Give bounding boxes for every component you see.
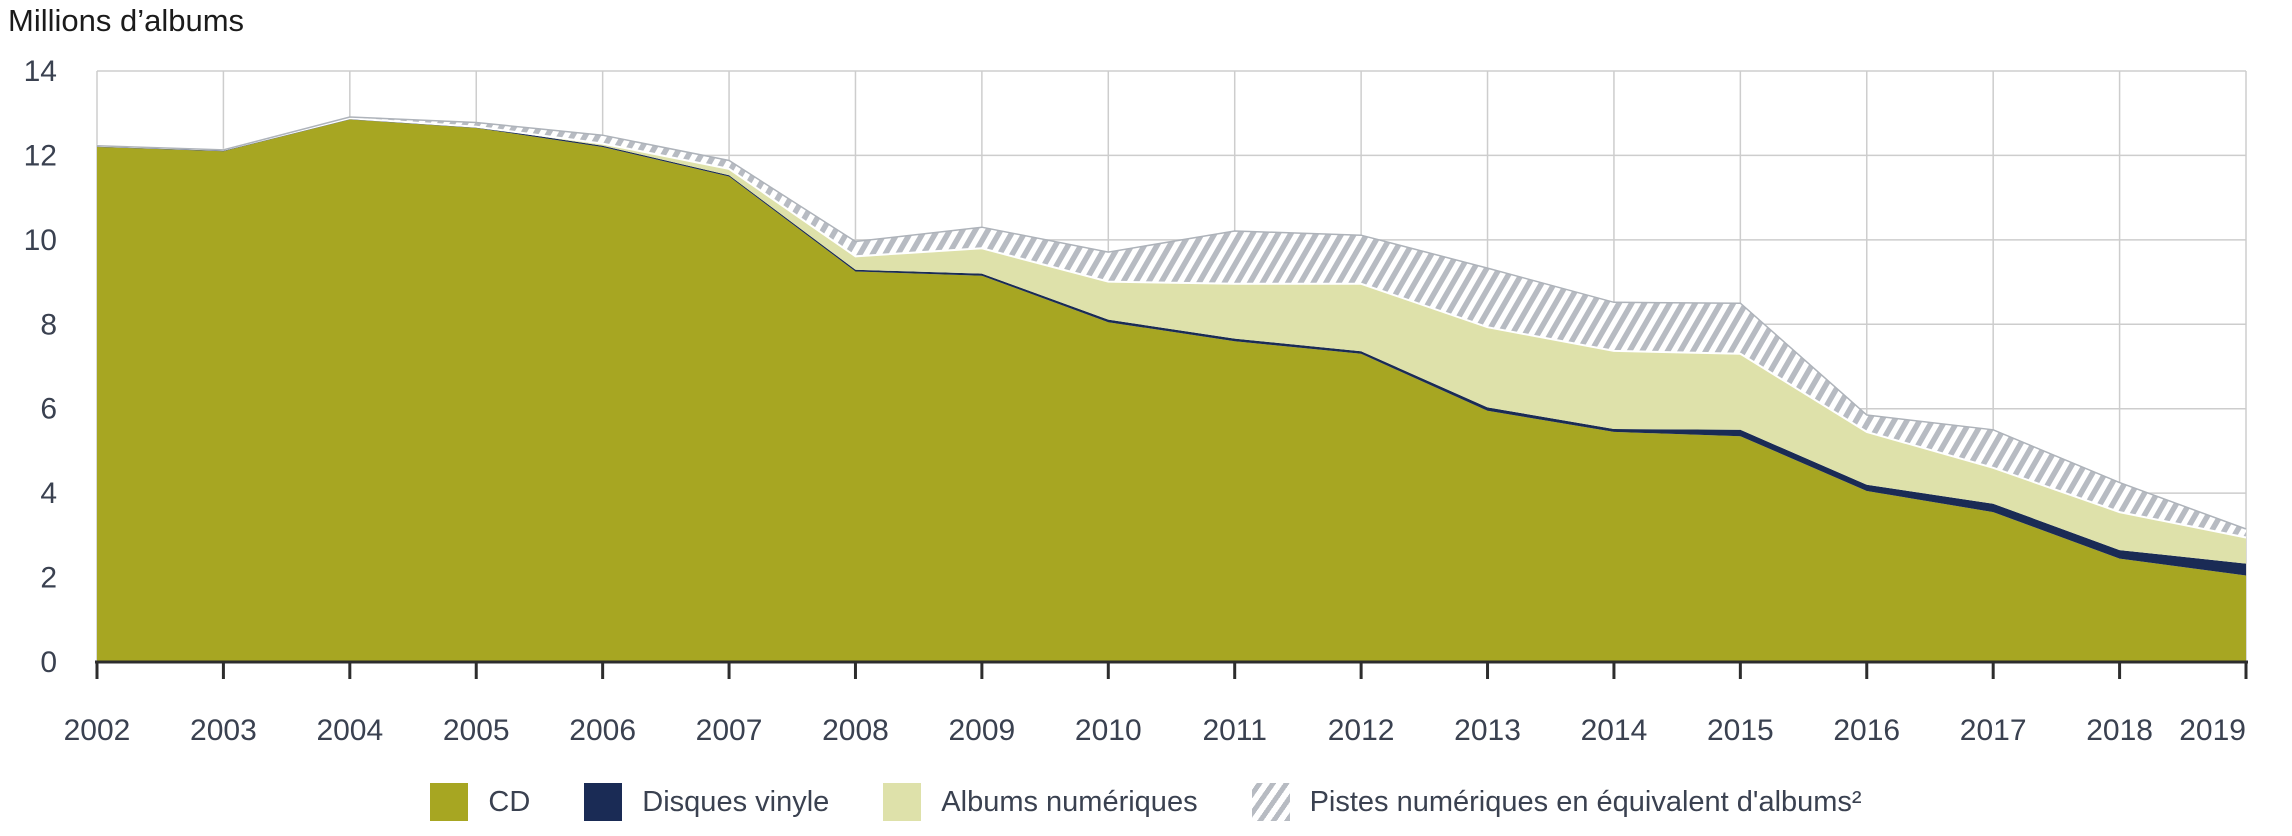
- x-tick-label-2009: 2009: [949, 714, 1016, 747]
- chart-title: Millions d’albums: [8, 3, 245, 38]
- x-tick-label-2017: 2017: [1960, 714, 2027, 747]
- legend-swatch-albums-numeriques: [883, 783, 922, 821]
- legend-item-albums-numeriques: Albums numériques: [883, 783, 1198, 821]
- x-tick-label-2006: 2006: [569, 714, 636, 747]
- legend-item-pistes-numeriques: Pistes numériques en équivalent d'albums…: [1251, 783, 1862, 821]
- x-tick-label-2019: 2019: [2179, 714, 2246, 747]
- x-tick-label-2002: 2002: [64, 714, 131, 747]
- y-tick-label-10: 10: [24, 224, 57, 257]
- legend-item-cd: CD: [430, 783, 530, 821]
- x-tick-label-2015: 2015: [1707, 714, 1774, 747]
- x-tick-label-2004: 2004: [316, 714, 383, 747]
- x-tick-label-2008: 2008: [822, 714, 889, 747]
- y-tick-label-14: 14: [24, 55, 57, 88]
- x-tick-label-2005: 2005: [443, 714, 510, 747]
- y-axis-labels: 0 2 4 6 8 10 12 14: [24, 55, 57, 679]
- area-series: [97, 117, 2246, 662]
- legend-label-pistes-numeriques: Pistes numériques en équivalent d'albums…: [1309, 785, 1862, 818]
- y-tick-label-12: 12: [24, 139, 57, 172]
- y-tick-label-4: 4: [40, 477, 57, 510]
- x-tick-label-2003: 2003: [190, 714, 257, 747]
- x-tick-label-2012: 2012: [1328, 714, 1395, 747]
- x-tick-label-2013: 2013: [1454, 714, 1521, 747]
- y-tick-label-2: 2: [40, 562, 57, 595]
- y-tick-label-6: 6: [40, 393, 57, 426]
- x-tick-label-2011: 2011: [1202, 714, 1267, 747]
- x-tick-label-2007: 2007: [696, 714, 763, 747]
- legend: CD Disques vinyle Albums numériques Pist…: [0, 779, 2292, 825]
- x-tick-label-2014: 2014: [1581, 714, 1648, 747]
- x-tick-label-2018: 2018: [2086, 714, 2153, 747]
- x-tick-label-2010: 2010: [1075, 714, 1142, 747]
- x-axis: [95, 660, 2248, 679]
- series-boundary-lines: [96, 116, 2247, 539]
- legend-label-vinyle: Disques vinyle: [642, 785, 830, 818]
- x-axis-labels: 2002 2003 2004 2005 2006 2007 2008 2009 2010 2011…: [64, 714, 2246, 747]
- legend-swatch-cd: [430, 783, 469, 821]
- y-tick-label-0: 0: [40, 646, 57, 679]
- x-tick-label-2016: 2016: [1833, 714, 1900, 747]
- legend-label-cd: CD: [488, 785, 531, 818]
- legend-swatch-vinyle: [584, 783, 623, 821]
- legend-label-albums-numeriques: Albums numériques: [941, 785, 1198, 818]
- legend-item-vinyle: Disques vinyle: [584, 783, 829, 821]
- y-tick-label-8: 8: [40, 308, 57, 341]
- legend-swatch-pistes-numeriques-hatch: [1251, 783, 1290, 821]
